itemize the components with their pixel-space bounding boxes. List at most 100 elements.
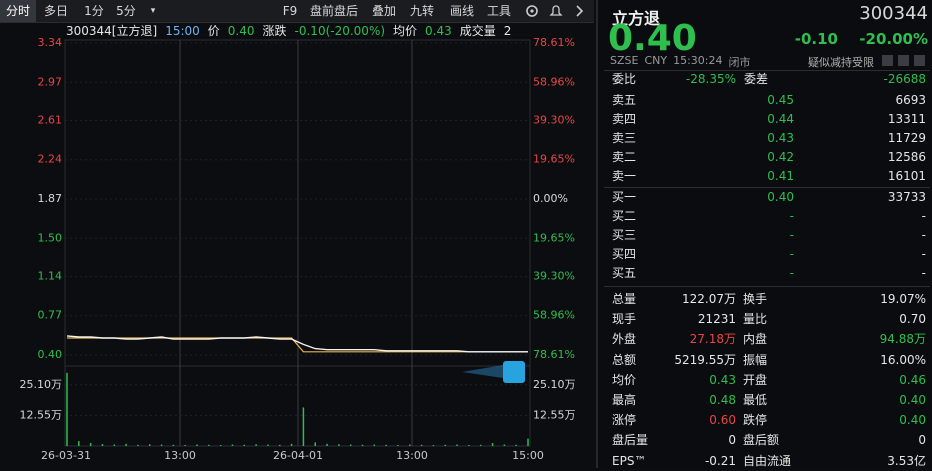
label: 买一 [612, 190, 637, 204]
icon-edit[interactable] [882, 55, 893, 66]
value: 21231 [697, 312, 736, 327]
value: 0 [728, 433, 736, 448]
tool-button[interactable]: 工具 [486, 4, 511, 18]
volume: - [921, 209, 926, 223]
x-tick-label: 13:00 [164, 449, 196, 462]
pct-label: 78.61% [533, 348, 575, 361]
tab[interactable]: 多日 [43, 4, 68, 18]
value: 0.40 [227, 24, 255, 38]
y-tick-label: 0.40 [38, 348, 63, 361]
volume: - [921, 228, 926, 242]
label: 委比 [612, 72, 637, 86]
pct-label: 39.30% [533, 269, 575, 282]
label: 换手 [743, 292, 768, 306]
time: 15:30:24 [673, 54, 723, 67]
value: 122.07万 [682, 292, 736, 306]
value: 0.43 [709, 372, 736, 387]
label: 卖二 [612, 150, 637, 164]
label: 盘后额 [743, 433, 780, 448]
stats-row: 现手 21231 量比 0.70 [598, 310, 932, 329]
stats-row: 涨停 0.60 跌停 0.40 [598, 411, 932, 430]
x-tick-label: 15:00 [512, 449, 544, 462]
label: 买四 [612, 247, 637, 261]
x-tick-label: 13:00 [396, 449, 428, 462]
label: 委差 [744, 72, 769, 86]
y-tick-label: 2.24 [38, 153, 63, 166]
label: 现手 [612, 312, 637, 327]
order-row: 卖五 0.45 6693 [598, 91, 932, 110]
stats-row: 总量 122.07万 换手 19.07% [598, 290, 932, 309]
pct-label: 58.96% [533, 75, 575, 88]
pct-label: 58.96% [533, 309, 575, 322]
tab[interactable]: 5分 [116, 4, 136, 18]
order-row: 卖四 0.44 13311 [598, 110, 932, 129]
tab[interactable]: 分时 [0, 0, 36, 22]
volume: 13311 [887, 112, 926, 126]
label: 卖一 [612, 169, 637, 183]
intraday-chart: 3.34 78.61% 2.97 58.96% 2.61 39.30% 2.24 19.65%… [20, 36, 576, 462]
change-pct: -20.00% [859, 30, 928, 48]
value: 0.40 [899, 413, 926, 428]
float-widget[interactable] [503, 361, 525, 383]
pct-label: 0.00% [533, 192, 568, 205]
value: 0.60 [709, 413, 736, 428]
value: 5219.55万 [674, 352, 736, 367]
label: 买二 [612, 209, 637, 223]
tool-button[interactable]: 盘前盘后 [309, 4, 358, 18]
time: 15:00 [165, 24, 200, 38]
price: 0.41 [767, 169, 794, 183]
value: 2 [503, 24, 512, 38]
volume: 6693 [895, 93, 926, 107]
stock-name: 立方退 [612, 9, 661, 28]
currency: CNY [644, 54, 668, 67]
divider [604, 70, 930, 71]
label: 价 [207, 24, 220, 38]
tab[interactable]: 1分 [84, 4, 104, 18]
icon-minus[interactable] [898, 55, 909, 66]
label: 均价 [612, 372, 637, 387]
vol-tick-label: 25.10万 [20, 378, 63, 391]
icons[interactable] [522, 0, 592, 22]
value: 3.53亿 [887, 453, 926, 468]
label: 外盘 [612, 332, 637, 347]
label: 买五 [612, 266, 637, 280]
value: 94.88万 [879, 332, 926, 347]
label: 最高 [612, 393, 637, 407]
order-row: 买三 - - [598, 226, 932, 245]
value: 0 [918, 433, 926, 448]
price: 0.44 [767, 112, 794, 126]
price: 0.45 [767, 93, 794, 107]
price: - [789, 266, 794, 280]
dropdown: ▾ [150, 6, 156, 16]
widget-streak [462, 365, 503, 378]
tool-button[interactable]: 叠加 [371, 4, 396, 18]
tool-button[interactable]: 画线 [449, 4, 474, 18]
value: 0.40 [899, 393, 926, 407]
pct-label: 19.65% [533, 153, 575, 166]
price: 0.43 [767, 131, 794, 145]
order-row: 买一 0.40 33733 [598, 188, 932, 207]
pct-label: 39.30% [533, 113, 575, 126]
tool-button[interactable]: F9 [282, 4, 298, 18]
icon-plus[interactable] [914, 55, 925, 66]
market-info: SZSE CNY 15:30:24 闭市 [610, 54, 751, 70]
stats-row: 总额 5219.55万 振幅 16.00% [598, 351, 932, 370]
label: 开盘 [743, 372, 768, 387]
chart-header: 300344[立方退] 15:00 价 0.40 涨跌 -0.10(-20.00… [66, 22, 511, 40]
order-row: 卖三 0.43 11729 [598, 129, 932, 148]
label: 卖五 [612, 93, 637, 107]
price: 0.40 [767, 190, 794, 204]
order-row: 买四 - - [598, 245, 932, 264]
x-tick-label: 26-04-01 [273, 449, 323, 462]
stats-row: 最高 0.48 最低 0.40 [598, 391, 932, 410]
stats-row: 盘后量 0 盘后额 0 [598, 431, 932, 450]
volume: 16101 [887, 169, 926, 183]
toolbar: 分时 多日 1分 5分 ▾ F9 盘前盘后 叠加 九转 画线 工具 [0, 0, 594, 23]
status: 闭市 [728, 56, 751, 69]
volume: 11729 [887, 131, 926, 145]
label: 最低 [743, 393, 768, 407]
value: 19.07% [880, 292, 926, 306]
tool-button[interactable]: 九转 [409, 4, 434, 18]
stats-row: 均价 0.43 开盘 0.46 [598, 371, 932, 390]
last-price: 0.40 [608, 18, 697, 59]
